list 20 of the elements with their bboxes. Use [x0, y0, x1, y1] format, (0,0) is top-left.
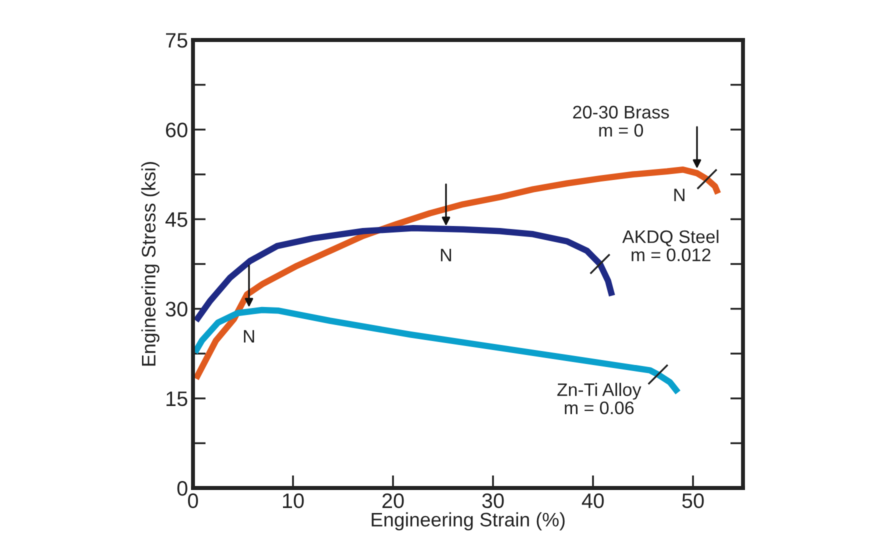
x-tick-label: 50	[682, 493, 704, 508]
y-tick-label: 45	[165, 212, 188, 227]
y-tick-label: 15	[166, 392, 188, 406]
x-axis-title: Engineering Strain (%)	[372, 512, 565, 530]
x-tick-label: 10	[283, 493, 304, 508]
series-label: 20-30 Brass m = 0	[573, 106, 669, 137]
annotation: N	[244, 330, 254, 343]
y-axis-title: Engineering Stress (ksi)	[141, 162, 160, 366]
y-tick-label: 75	[166, 33, 188, 48]
x-tick-label: 0	[188, 493, 198, 508]
y-tick-label: 0	[177, 481, 188, 496]
y-tick-label: 30	[166, 302, 188, 317]
x-tick-label: 40	[582, 493, 604, 508]
x-tick-label: 20	[382, 493, 404, 508]
annotation: N	[440, 248, 452, 262]
y-tick-label: 60	[166, 122, 188, 138]
x-tick-label: 30	[482, 493, 504, 508]
annotation: N	[674, 188, 684, 202]
series-label: Zn-Ti Alloy m = 0.06	[557, 382, 642, 414]
series-label: AKDQ Steel m = 0.012	[622, 230, 718, 262]
